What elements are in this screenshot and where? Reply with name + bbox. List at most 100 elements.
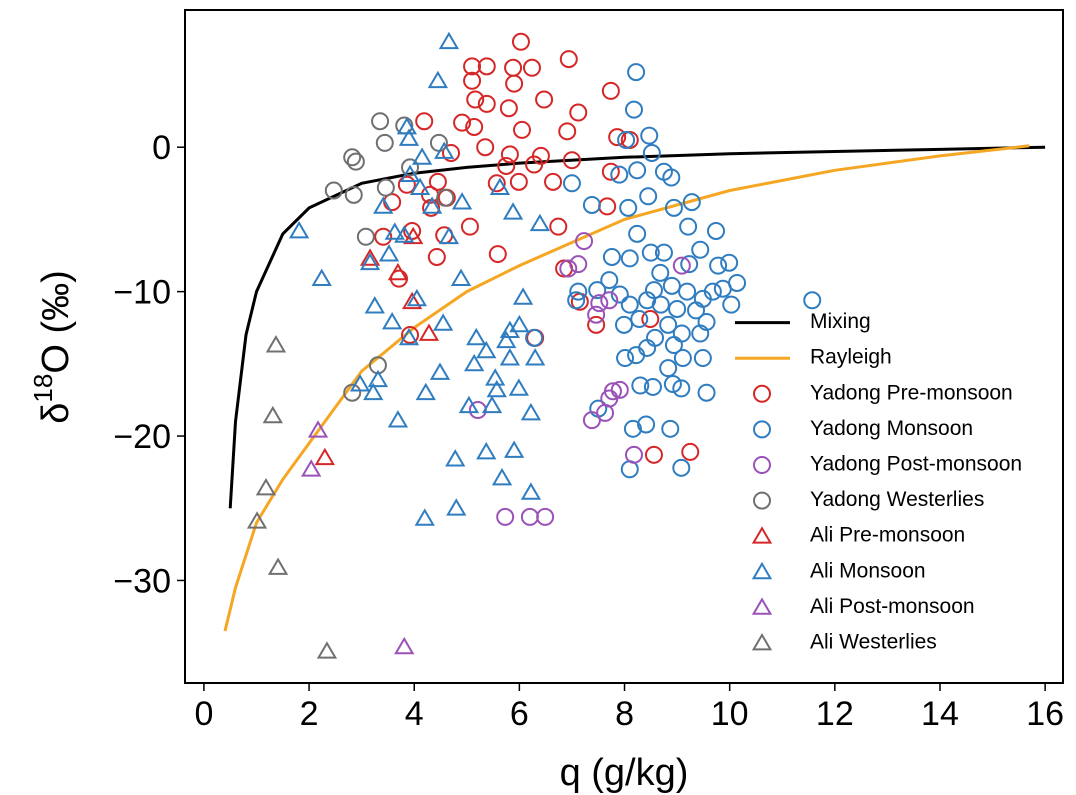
- legend-label: Ali Post-monsoon: [810, 595, 975, 618]
- circle-marker: [713, 279, 732, 298]
- triangle-marker: [503, 440, 525, 458]
- circle-marker: [569, 255, 588, 274]
- triangle-marker: [394, 225, 415, 243]
- triangle-marker: [411, 147, 433, 165]
- circle-marker: [477, 57, 496, 76]
- circle-marker: [383, 193, 402, 212]
- circle-marker: [680, 255, 699, 274]
- circle-marker: [720, 253, 739, 272]
- circle-marker: [678, 282, 697, 301]
- circle-marker: [679, 217, 698, 236]
- circle-marker: [703, 282, 722, 301]
- circle-marker: [504, 58, 523, 77]
- triangle-marker: [464, 353, 485, 372]
- circle-marker: [401, 158, 420, 177]
- triangle-marker: [445, 449, 466, 467]
- circle-marker: [582, 195, 601, 214]
- circle-marker: [488, 245, 507, 264]
- circle-marker: [615, 315, 633, 334]
- triangle-marker: [314, 447, 335, 466]
- circle-marker: [672, 324, 691, 343]
- circle-marker: [707, 221, 726, 240]
- circle-marker: [598, 197, 617, 216]
- circle-marker: [616, 349, 635, 368]
- triangle-marker: [751, 561, 773, 580]
- circle-marker: [562, 151, 581, 170]
- circle-marker: [646, 328, 665, 347]
- circle-marker: [558, 122, 577, 141]
- circle-marker: [620, 295, 639, 314]
- circle-marker: [631, 376, 650, 395]
- circle-marker: [582, 411, 601, 430]
- legend-label: Yadong Monsoon: [810, 417, 973, 440]
- circle-marker: [627, 63, 646, 82]
- x-tick-label: 10: [711, 695, 749, 733]
- triangle-marker: [520, 482, 542, 500]
- circle-marker: [567, 291, 586, 310]
- circle-marker: [672, 256, 691, 275]
- circle-marker: [638, 338, 657, 357]
- circle-marker: [346, 152, 365, 171]
- circle-marker: [497, 156, 516, 175]
- triangle-marker: [401, 291, 423, 310]
- triangle-marker: [451, 192, 473, 210]
- circle-marker: [673, 349, 692, 368]
- circle-marker: [496, 507, 515, 526]
- circle-marker: [442, 143, 461, 162]
- circle-marker: [637, 415, 656, 434]
- circle-marker: [687, 301, 706, 320]
- circle-marker: [682, 193, 701, 212]
- circle-marker: [513, 120, 532, 139]
- triangle-marker: [373, 196, 394, 214]
- y-label-rest: O (‰): [35, 270, 77, 373]
- triangle-marker: [301, 459, 322, 477]
- triangle-marker: [509, 314, 530, 333]
- y-tick-label: −10: [113, 274, 171, 312]
- legend-label: Yadong Pre-monsoon: [810, 381, 1013, 404]
- circle-marker: [630, 310, 649, 329]
- circle-marker: [753, 420, 771, 439]
- triangle-marker: [307, 420, 329, 438]
- triangle-marker: [421, 196, 443, 214]
- triangle-marker: [363, 382, 384, 401]
- legend-label: Yadong Westerlies: [810, 488, 984, 511]
- circle-marker: [549, 217, 568, 236]
- triangle-marker: [520, 402, 542, 421]
- circle-marker: [375, 133, 394, 152]
- circle-marker: [376, 178, 395, 197]
- x-tick-label: 6: [510, 695, 529, 733]
- triangle-marker: [316, 641, 338, 659]
- x-tick-label: 0: [194, 695, 213, 733]
- x-tick-label: 14: [921, 695, 959, 733]
- circle-marker: [661, 419, 680, 438]
- triangle-marker: [359, 252, 381, 271]
- triangle-marker: [466, 327, 487, 346]
- legend-label: Ali Pre-monsoon: [810, 524, 965, 547]
- circle-marker: [536, 507, 555, 526]
- circle-marker: [401, 325, 420, 344]
- circle-marker: [477, 94, 496, 113]
- circle-marker: [628, 224, 647, 243]
- circle-marker: [641, 310, 660, 329]
- triangle-marker: [476, 441, 497, 460]
- triangle-marker: [387, 410, 409, 428]
- triangle-marker: [399, 164, 421, 183]
- triangle-marker: [265, 335, 287, 353]
- x-tick-label: 4: [405, 695, 424, 733]
- x-tick-label: 8: [615, 695, 634, 733]
- triangle-marker: [433, 313, 454, 331]
- y-label-sup: 18: [28, 374, 58, 403]
- circle-marker: [628, 161, 647, 180]
- circle-marker: [428, 172, 447, 191]
- triangle-marker: [499, 320, 521, 339]
- circle-marker: [672, 458, 691, 477]
- circle-marker: [803, 291, 822, 310]
- triangle-marker: [394, 636, 415, 655]
- circle-marker: [397, 175, 416, 194]
- triangle-marker: [476, 340, 497, 359]
- triangle-marker: [384, 222, 405, 240]
- circle-marker: [500, 145, 519, 164]
- circle-marker: [505, 74, 524, 93]
- triangle-marker: [246, 511, 268, 529]
